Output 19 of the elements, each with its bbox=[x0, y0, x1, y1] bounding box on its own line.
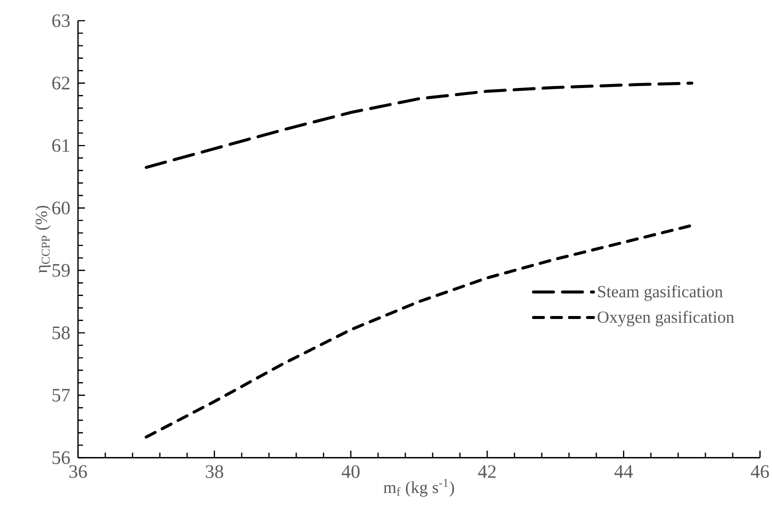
y-axis-title: η$_{CCPP}$ (%) bbox=[35, 206, 51, 274]
y-tick-label: 57 bbox=[52, 388, 70, 402]
y-tick-label: 59 bbox=[52, 264, 70, 277]
legend-label: Steam gasification bbox=[598, 285, 723, 301]
y-tick-label: 62 bbox=[52, 76, 70, 90]
x-tick-label: 46 bbox=[750, 465, 769, 478]
line-series bbox=[144, 82, 694, 169]
x-axis-title: m$_{f}$ (kg s$^{-1}$) bbox=[384, 478, 454, 497]
x-tick-label: 38 bbox=[206, 465, 224, 478]
x-tick-label: 40 bbox=[342, 465, 360, 478]
y-tick-label: 63 bbox=[52, 14, 70, 28]
y-tick-label: 60 bbox=[52, 202, 70, 214]
y-tick-label: 56 bbox=[52, 451, 70, 464]
x-tick-label: 36 bbox=[69, 465, 87, 478]
x-tick-label: 44 bbox=[614, 465, 633, 478]
y-tick-label: 58 bbox=[52, 326, 70, 340]
x-tick-label: 42 bbox=[478, 465, 496, 478]
legend-label: Oxygen gasification bbox=[598, 310, 734, 326]
y-tick-label: 61 bbox=[52, 139, 70, 152]
